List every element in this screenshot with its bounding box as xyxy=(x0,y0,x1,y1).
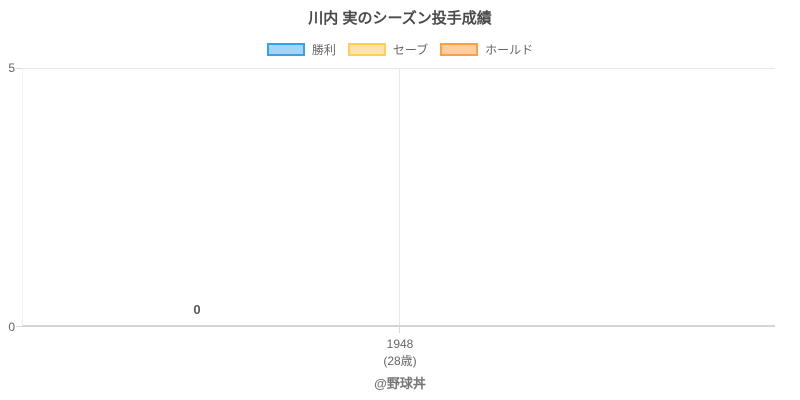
legend-item-saves[interactable]: セーブ xyxy=(347,42,429,57)
y-axis-tick-max xyxy=(16,68,22,69)
y-axis-max-label: 5 xyxy=(8,61,15,75)
watermark-credit: @野球丼 xyxy=(374,376,426,391)
legend-label-wins: 勝利 xyxy=(311,42,336,57)
saves-swatch-icon xyxy=(347,43,386,56)
x-axis-year: 1948 xyxy=(386,337,414,351)
legend-label-saves: セーブ xyxy=(392,42,429,57)
y-axis-min-label: 0 xyxy=(8,320,15,334)
holds-swatch-icon xyxy=(440,43,479,56)
wins-swatch-icon xyxy=(266,43,305,56)
legend-label-holds: ホールド xyxy=(485,42,534,57)
category-gridline xyxy=(399,69,400,325)
y-axis-tick-min xyxy=(16,326,22,327)
bar-value-label: 0 xyxy=(193,302,201,317)
legend-item-holds[interactable]: ホールド xyxy=(440,42,533,57)
x-axis-age: (28歳) xyxy=(383,354,417,368)
legend-item-wins[interactable]: 勝利 xyxy=(266,42,336,57)
x-axis-tick-label: 1948 (28歳) xyxy=(328,336,472,370)
chart-title: 川内 実のシーズン投手成績 xyxy=(308,10,492,27)
legend: 勝利 セーブ ホールド xyxy=(0,42,800,57)
plot-area xyxy=(22,68,775,327)
x-axis-tick xyxy=(399,327,400,333)
